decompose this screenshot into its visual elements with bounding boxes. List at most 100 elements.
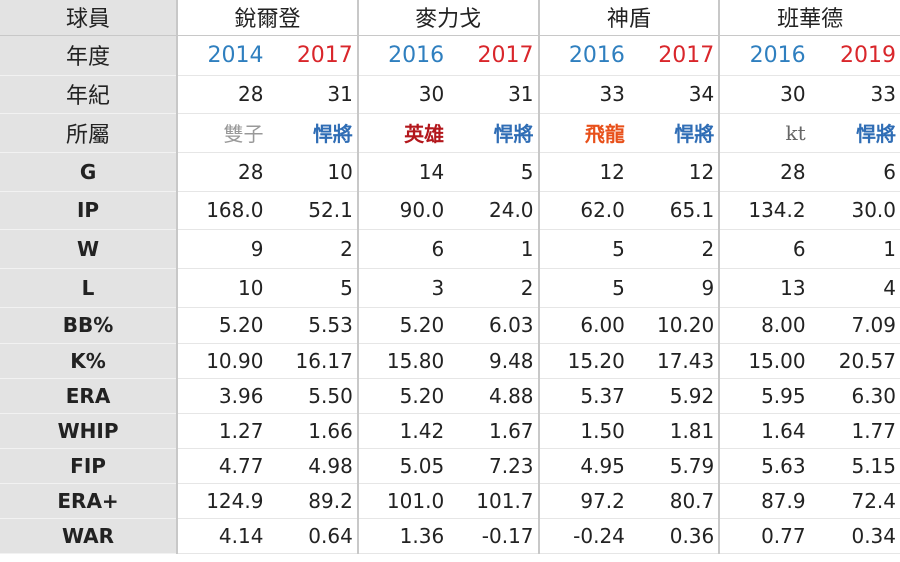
year-label: 年度: [0, 35, 178, 76]
age-cell: 31: [267, 75, 358, 114]
team-cell: 英雄: [356, 113, 449, 153]
age-cell: 34: [628, 75, 720, 114]
stat-cell: 5.20: [356, 378, 449, 414]
stat-cell: 1.27: [176, 413, 268, 449]
stat-cell: 97.2: [537, 483, 629, 519]
stat-cell: 65.1: [628, 191, 720, 230]
team-name: 悍將: [856, 122, 896, 146]
stat-cell: 4: [809, 268, 900, 308]
stat-cell: 5.20: [356, 307, 449, 344]
stat-cell: 30.0: [809, 191, 900, 230]
stat-cell: 28: [718, 152, 810, 192]
team-name: 悍將: [674, 122, 715, 146]
age-cell: 33: [537, 75, 629, 114]
stat-cell: 124.9: [176, 483, 268, 519]
stat-cell: 6.30: [809, 378, 900, 414]
team-name: 悍將: [493, 122, 534, 146]
age-cell: 31: [448, 75, 539, 114]
stat-cell: 9: [176, 229, 268, 269]
stat-cell: 6: [809, 152, 900, 192]
stat-cell: 5.05: [356, 448, 449, 484]
age-cell: 30: [718, 75, 810, 114]
stat-label: K%: [0, 343, 178, 379]
stat-cell: 52.1: [267, 191, 358, 230]
stat-label: WAR: [0, 518, 178, 554]
stat-cell: 87.9: [718, 483, 810, 519]
age-cell: 28: [176, 75, 268, 114]
year-row: 年度 2014 2017 2016 2017 2016 2017 2016 2019: [0, 35, 900, 76]
team-cell: 雙子: [176, 113, 268, 153]
stat-cell: -0.24: [537, 518, 629, 554]
stat-cell: 3.96: [176, 378, 268, 414]
stat-cell: 4.88: [448, 378, 539, 414]
stat-cell: 6.03: [448, 307, 539, 344]
stat-label: IP: [0, 191, 178, 230]
player-name: 銳爾登: [176, 0, 358, 36]
stat-label: L: [0, 268, 178, 308]
stat-row: ERA 3.96 5.50 5.20 4.88 5.37 5.92 5.95 6.30: [0, 378, 900, 414]
stat-cell: 10.20: [628, 307, 720, 344]
age-cell: 33: [809, 75, 900, 114]
stat-cell: 2: [267, 229, 358, 269]
stat-row: FIP 4.77 4.98 5.05 7.23 4.95 5.79 5.63 5.15: [0, 448, 900, 484]
stat-cell: 89.2: [267, 483, 358, 519]
stat-cell: 5.37: [537, 378, 629, 414]
stat-cell: 5: [537, 268, 629, 308]
stat-row: G 28 10 14 5 12 12 28 6: [0, 152, 900, 192]
stat-cell: 13: [718, 268, 810, 308]
stat-label: FIP: [0, 448, 178, 484]
stat-label: G: [0, 152, 178, 192]
stat-cell: 20.57: [809, 343, 900, 379]
year-cell: 2014: [176, 35, 268, 76]
stat-cell: 5: [537, 229, 629, 269]
stat-cell: 1.36: [356, 518, 449, 554]
stat-cell: 2: [628, 229, 720, 269]
team-name: 英雄: [404, 122, 445, 146]
team-row: 所屬 雙子 悍將 英雄 悍將 飛龍 悍將 kt 悍將: [0, 113, 900, 153]
stat-cell: 1.66: [267, 413, 358, 449]
stat-row: WAR 4.14 0.64 1.36 -0.17 -0.24 0.36 0.77 0.34: [0, 518, 900, 554]
stat-cell: 3: [356, 268, 449, 308]
year-cell: 2017: [267, 35, 358, 76]
team-label: 所屬: [0, 113, 178, 153]
age-cell: 30: [356, 75, 449, 114]
player-name: 班華德: [718, 0, 900, 36]
stat-cell: 17.43: [628, 343, 720, 379]
stat-label: WHIP: [0, 413, 178, 449]
stat-cell: 15.20: [537, 343, 629, 379]
player-name: 麥力戈: [356, 0, 539, 36]
stat-cell: 80.7: [628, 483, 720, 519]
stat-cell: 4.77: [176, 448, 268, 484]
stat-cell: 1: [809, 229, 900, 269]
stat-cell: 0.34: [809, 518, 900, 554]
stat-cell: 101.7: [448, 483, 539, 519]
stat-cell: 15.80: [356, 343, 449, 379]
stat-cell: 24.0: [448, 191, 539, 230]
stat-row: BB% 5.20 5.53 5.20 6.03 6.00 10.20 8.00 7.09: [0, 307, 900, 344]
stat-cell: 62.0: [537, 191, 629, 230]
year-cell: 2016: [356, 35, 449, 76]
team-name: 飛龍: [584, 122, 625, 146]
stat-cell: 5.15: [809, 448, 900, 484]
stat-cell: 2: [448, 268, 539, 308]
stat-cell: 5.92: [628, 378, 720, 414]
year-cell: 2017: [448, 35, 539, 76]
stat-row: L 10 5 3 2 5 9 13 4: [0, 268, 900, 308]
stat-cell: 101.0: [356, 483, 449, 519]
stat-cell: -0.17: [448, 518, 539, 554]
stat-cell: 5: [267, 268, 358, 308]
stat-row: K% 10.90 16.17 15.80 9.48 15.20 17.43 15.00 20.5…: [0, 343, 900, 379]
stat-label: BB%: [0, 307, 178, 344]
player-label: 球員: [0, 0, 178, 36]
stat-cell: 0.77: [718, 518, 810, 554]
stat-cell: 1.50: [537, 413, 629, 449]
stat-cell: 6: [718, 229, 810, 269]
stat-label: ERA: [0, 378, 178, 414]
stat-cell: 4.95: [537, 448, 629, 484]
team-name: 雙子: [223, 122, 264, 146]
stat-cell: 10: [267, 152, 358, 192]
team-name: kt: [785, 120, 806, 145]
age-row: 年紀 28 31 30 31 33 34 30 33: [0, 75, 900, 114]
